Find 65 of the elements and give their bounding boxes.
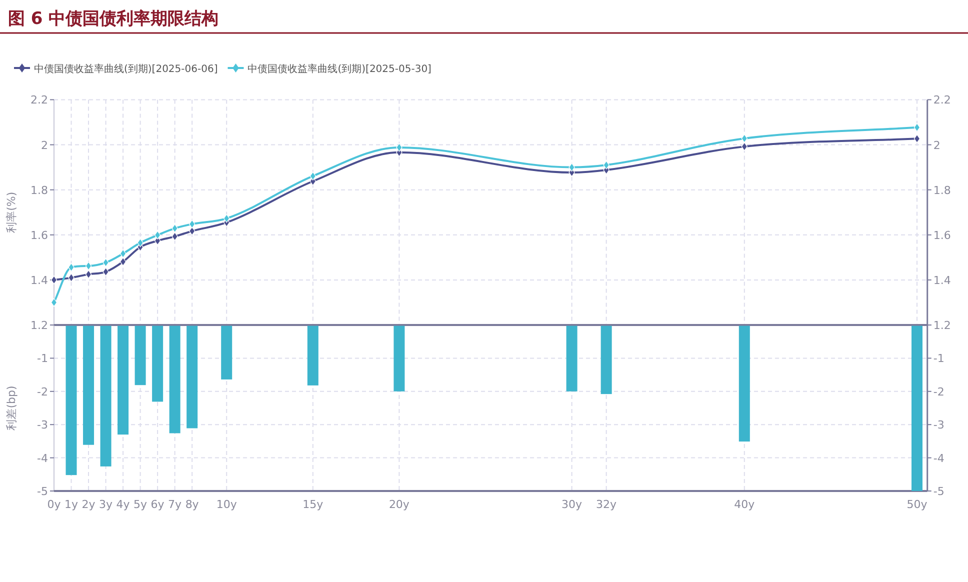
- x-tick-label: 3y: [99, 498, 114, 511]
- y2-tick-label: 1.4: [933, 274, 951, 287]
- point: [50, 276, 58, 284]
- point: [50, 298, 58, 307]
- point: [741, 142, 748, 151]
- y-axis-title: 利率(%): [5, 192, 18, 233]
- x-tick-label: 32y: [596, 498, 618, 511]
- point: [68, 263, 74, 272]
- x-tick-label: 40y: [734, 498, 756, 511]
- x-tick-label: 5y: [134, 498, 148, 511]
- y2-tick-label: 1.8: [933, 184, 951, 197]
- point: [224, 214, 230, 223]
- x-tick-label: 30y: [562, 498, 583, 511]
- point: [102, 258, 109, 267]
- point: [741, 134, 748, 143]
- y2-tick-label: -2: [933, 385, 944, 398]
- y-tick-label: -1: [37, 352, 48, 366]
- point: [85, 270, 92, 279]
- x-tick-label: 50y: [906, 498, 928, 511]
- x-tick-label: 0y: [47, 498, 62, 511]
- y-tick-label: 2: [41, 138, 48, 152]
- legend-label: 中债国债收益率曲线(到期)[2025-05-30]: [248, 63, 432, 75]
- y-tick-label: 1.6: [30, 228, 48, 242]
- y-tick-label: 1.2: [30, 319, 48, 332]
- point: [914, 123, 920, 132]
- y-tick-label: 1.8: [30, 184, 48, 197]
- x-tick-label: 7y: [168, 498, 182, 511]
- y-tick-label: 2.2: [30, 94, 48, 107]
- point: [603, 160, 610, 170]
- point: [172, 232, 178, 241]
- point: [172, 224, 178, 233]
- point: [68, 273, 74, 282]
- point: [85, 262, 92, 270]
- point: [154, 230, 161, 240]
- x-tick-label: 8y: [185, 498, 200, 511]
- x-tick-label: 2y: [82, 498, 96, 511]
- y2-tick-label: 2: [933, 138, 940, 152]
- point: [310, 172, 316, 180]
- y2-tick-label: 2.2: [933, 94, 951, 107]
- point: [120, 257, 126, 266]
- y2-tick-label: -1: [933, 352, 944, 366]
- y-axis-title: 利差(bp): [5, 386, 18, 430]
- x-tick-label: 15y: [302, 498, 324, 511]
- x-tick-label: 20y: [388, 498, 410, 511]
- legend-label: 中债国债收益率曲线(到期)[2025-06-06]: [34, 63, 218, 75]
- y-tick-label: 1.4: [30, 274, 48, 287]
- chart-title: 图 6 中债国债利率期限结构: [8, 9, 219, 29]
- y-tick-label: -3: [37, 418, 48, 432]
- x-tick-label: 4y: [116, 498, 130, 511]
- y2-tick-label: 1.6: [933, 228, 951, 242]
- x-tick-label: 6y: [150, 498, 165, 511]
- y2-tick-label: -4: [933, 452, 944, 465]
- point: [120, 249, 126, 258]
- point: [102, 268, 109, 276]
- x-tick-label: 10y: [216, 498, 238, 511]
- point: [396, 143, 402, 152]
- y-tick-label: -5: [37, 485, 48, 498]
- y2-tick-label: -5: [933, 485, 944, 498]
- x-tick-label: 1y: [64, 498, 78, 511]
- y-tick-label: -2: [37, 385, 48, 398]
- point: [188, 220, 196, 228]
- y2-tick-label: 1.2: [933, 319, 951, 332]
- y2-tick-label: -3: [933, 418, 944, 432]
- y-tick-label: -4: [37, 452, 48, 465]
- point: [914, 134, 920, 143]
